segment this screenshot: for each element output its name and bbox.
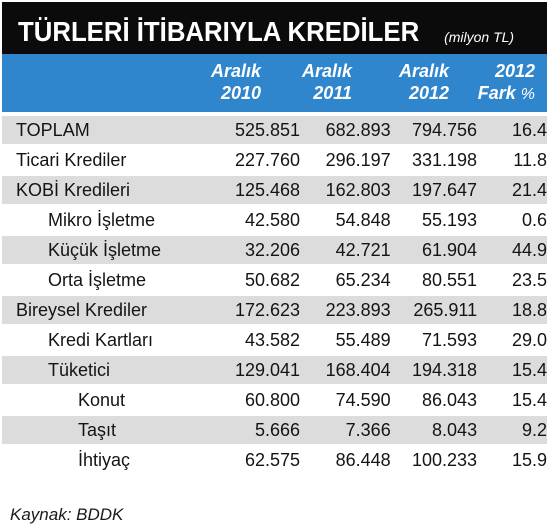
row-label: Ticari Krediler (16, 150, 127, 170)
value-2010: 227.760 (234, 150, 301, 170)
value-2011: 74.590 (335, 390, 391, 410)
value-2012: 331.198 (412, 150, 478, 170)
value-2011: 7.366 (300, 416, 391, 444)
value-2012: 794.756 (390, 116, 478, 144)
value-2010: 125.468 (215, 176, 301, 204)
value-2010: 525.851 (215, 116, 301, 144)
value-2012: 265.911 (390, 296, 478, 324)
value-fark: 15.4 (511, 390, 547, 410)
table-row: Konut 60.800 74.590 86.043 15.4 (2, 386, 547, 414)
title-bar: TÜRLERİ İTİBARIYLA KREDİLER (milyon TL) (2, 2, 547, 54)
table-row: KOBİ Kredileri 125.468 162.803 197.647 21.4 (2, 176, 547, 204)
table-row: Taşıt 5.666 7.366 8.043 9.2 (2, 416, 547, 444)
value-2010: 129.041 (215, 356, 301, 384)
value-2011: 682.893 (300, 116, 391, 144)
column-header-row: Aralık 2010 Aralık 2011 Aralık 2012 2012… (2, 54, 547, 112)
value-fark: 21.4 (477, 176, 547, 204)
value-2010: 60.800 (245, 390, 301, 410)
value-2012: 61.904 (390, 236, 478, 264)
row-label: KOBİ Kredileri (2, 176, 216, 204)
row-label: Konut (78, 390, 126, 410)
table-row: Kredi Kartları 43.582 55.489 71.593 29.0 (2, 326, 547, 354)
table-unit: (milyon TL) (444, 29, 515, 45)
value-fark: 15.9 (511, 450, 547, 470)
table-row: Mikro İşletme 42.580 54.848 55.193 0.6 (2, 206, 547, 234)
value-2012: 55.193 (422, 210, 478, 230)
source-note: Kaynak: BDDK (10, 505, 124, 524)
value-2010: 5.666 (215, 416, 301, 444)
value-2012: 197.647 (390, 176, 478, 204)
column-header-fark: 2012 Fark % (477, 61, 535, 103)
value-2010: 50.682 (245, 270, 301, 290)
table-row: İhtiyaç 62.575 86.448 100.233 15.9 (2, 446, 547, 474)
row-label: Orta İşletme (48, 270, 147, 290)
value-2012: 100.233 (412, 450, 478, 470)
value-2011: 223.893 (300, 296, 391, 324)
value-2011: 65.234 (335, 270, 391, 290)
table-row: Tüketici 129.041 168.404 194.318 15.4 (2, 356, 547, 384)
value-2012: 8.043 (390, 416, 478, 444)
value-2010: 172.623 (215, 296, 301, 324)
value-2011: 162.803 (300, 176, 391, 204)
value-2010: 43.582 (245, 330, 301, 350)
row-label: Bireysel Krediler (2, 296, 216, 324)
table-row: Bireysel Krediler 172.623 223.893 265.911 18… (2, 296, 547, 324)
value-2010: 62.575 (245, 450, 301, 470)
value-fark: 44.9 (477, 236, 547, 264)
value-2012: 71.593 (422, 330, 478, 350)
row-label: Mikro İşletme (48, 210, 156, 230)
value-2011: 54.848 (335, 210, 391, 230)
table-row: TOPLAM 525.851 682.893 794.756 16.4 (2, 116, 547, 144)
value-2011: 296.197 (325, 150, 391, 170)
value-fark: 23.5 (511, 270, 547, 290)
value-2011: 42.721 (300, 236, 391, 264)
value-2010: 32.206 (215, 236, 301, 264)
table-row: Ticari Krediler 227.760 296.197 331.198 11.8 (2, 146, 547, 174)
table-row: Orta İşletme 50.682 65.234 80.551 23.5 (2, 266, 547, 294)
value-2011: 86.448 (335, 450, 391, 470)
column-header-2012: Aralık 2012 (398, 61, 449, 103)
value-2012: 86.043 (422, 390, 478, 410)
value-2012: 194.318 (390, 356, 478, 384)
column-header-2011: Aralık 2011 (301, 61, 352, 103)
value-fark: 0.6 (521, 210, 547, 230)
value-2010: 42.580 (245, 210, 301, 230)
credit-table: TOPLAM 525.851 682.893 794.756 16.4 Ticari Kr… (2, 114, 547, 476)
table-title: TÜRLERİ İTİBARIYLA KREDİLER (18, 16, 420, 47)
value-fark: 15.4 (477, 356, 547, 384)
value-fark: 29.0 (511, 330, 547, 350)
row-label: Taşıt (2, 416, 216, 444)
row-label: Tüketici (2, 356, 216, 384)
value-fark: 11.8 (513, 150, 547, 170)
value-2011: 168.404 (300, 356, 391, 384)
value-fark: 16.4 (477, 116, 547, 144)
row-label: TOPLAM (2, 116, 216, 144)
row-label: Küçük İşletme (2, 236, 216, 264)
row-label: İhtiyaç (78, 450, 131, 470)
value-fark: 9.2 (477, 416, 547, 444)
column-header-2010: Aralık 2010 (210, 61, 261, 103)
value-fark: 18.8 (477, 296, 547, 324)
value-2012: 80.551 (422, 270, 478, 290)
table-row: Küçük İşletme 32.206 42.721 61.904 44.9 (2, 236, 547, 264)
row-label: Kredi Kartları (48, 330, 154, 350)
value-2011: 55.489 (335, 330, 391, 350)
